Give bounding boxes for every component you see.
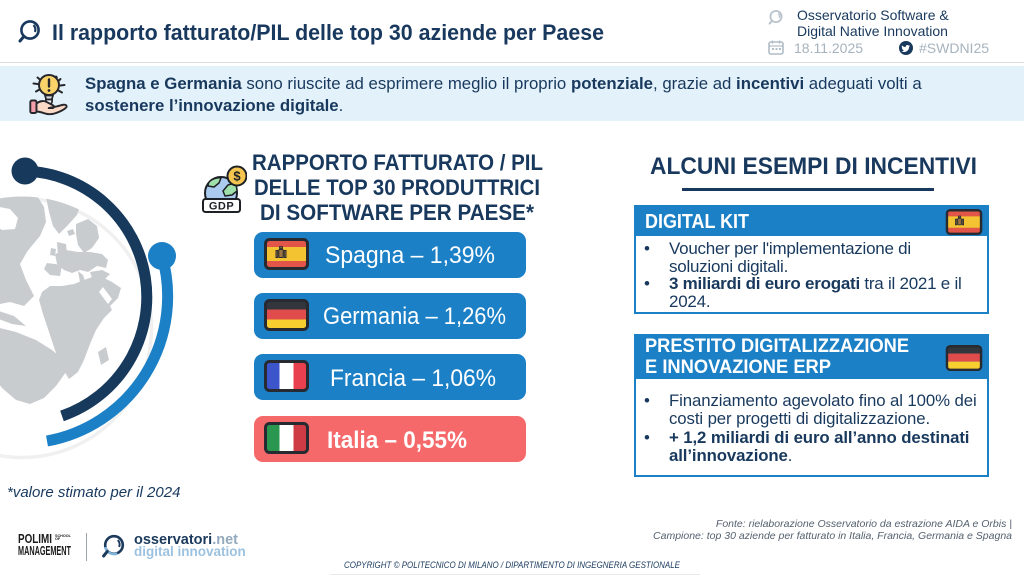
svg-text:$: $ [233,169,241,184]
svg-text:GDP: GDP [209,201,234,213]
